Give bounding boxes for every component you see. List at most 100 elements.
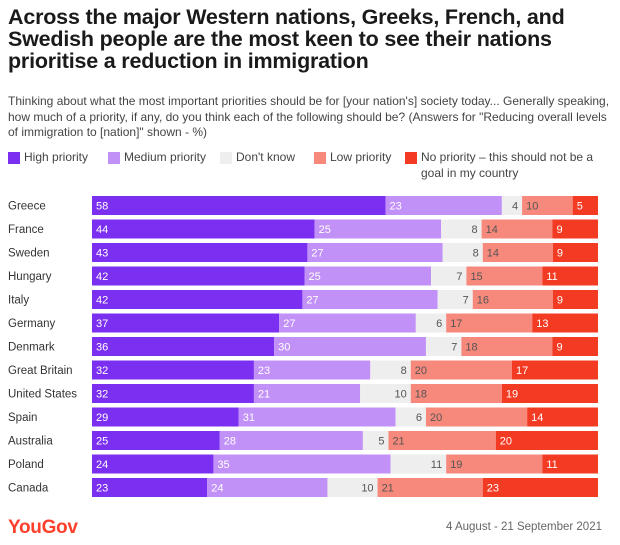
category-label-poland: Poland	[8, 459, 44, 471]
value-label-germany-none: 13	[536, 318, 548, 330]
bar-italy-none	[552, 290, 598, 309]
value-label-canada-medium: 24	[211, 483, 223, 495]
bar-france-none	[552, 219, 598, 239]
value-label-australia-low: 21	[392, 436, 404, 448]
value-label-sweden-dont-know: 8	[473, 248, 479, 260]
value-label-canada-high: 23	[96, 483, 108, 495]
value-label-denmark-medium: 30	[278, 342, 290, 354]
value-label-united-states-high: 32	[96, 389, 108, 401]
value-label-poland-high: 24	[96, 459, 108, 471]
legend-label-medium: Medium priority	[124, 150, 207, 164]
value-label-canada-none: 23	[487, 483, 499, 495]
bar-greece-low	[522, 196, 573, 215]
value-label-denmark-dont-know: 7	[451, 342, 457, 354]
value-label-australia-none: 20	[500, 436, 512, 448]
bar-spain-dont-know	[395, 407, 426, 427]
value-label-spain-high: 29	[96, 412, 108, 424]
bar-great-britain-medium	[253, 360, 371, 380]
bar-canada-high	[92, 478, 208, 497]
bar-united-states-none	[501, 384, 598, 403]
value-label-hungary-low: 15	[470, 271, 482, 283]
bar-united-states-dont-know	[360, 384, 411, 403]
value-label-greece-none: 5	[577, 201, 583, 213]
bar-canada-medium	[207, 478, 328, 497]
legend-label-high: High priority	[24, 150, 89, 164]
legend-swatch-medium	[108, 152, 120, 164]
bar-canada-dont-know	[327, 478, 378, 497]
bar-hungary-none	[542, 266, 598, 286]
bar-hungary-low	[466, 266, 543, 286]
value-label-denmark-high: 36	[96, 342, 108, 354]
bar-australia-dont-know	[362, 431, 389, 450]
value-label-australia-medium: 28	[224, 436, 236, 448]
value-label-poland-low: 19	[450, 459, 462, 471]
value-label-united-states-low: 18	[415, 389, 427, 401]
bar-france-high	[92, 219, 315, 239]
bar-italy-low	[472, 290, 553, 309]
bar-france-low	[481, 219, 553, 239]
bar-great-britain-low	[410, 360, 512, 380]
bar-greece-high	[92, 196, 386, 215]
value-label-united-states-medium: 21	[258, 389, 270, 401]
bar-denmark-medium	[274, 337, 426, 356]
category-label-australia: Australia	[8, 436, 53, 448]
value-label-hungary-dont-know: 7	[456, 271, 462, 283]
bar-united-states-medium	[253, 384, 361, 403]
bar-spain-low	[425, 407, 528, 427]
bar-sweden-medium	[307, 243, 443, 262]
value-label-germany-medium: 27	[283, 318, 295, 330]
value-label-germany-dont-know: 6	[436, 318, 442, 330]
legend-swatch-dont-know	[220, 152, 232, 164]
bar-australia-medium	[219, 431, 363, 450]
bar-great-britain-high	[92, 360, 254, 380]
value-label-france-dont-know: 8	[471, 224, 477, 236]
bar-sweden-high	[92, 243, 308, 262]
bar-greece-dont-know	[501, 196, 523, 215]
value-label-great-britain-none: 17	[516, 365, 528, 377]
value-label-hungary-high: 42	[96, 271, 108, 283]
value-label-spain-dont-know: 6	[416, 412, 422, 424]
bar-australia-none	[495, 431, 598, 450]
value-label-greece-dont-know: 4	[512, 201, 518, 213]
value-label-germany-high: 37	[96, 318, 108, 330]
bar-poland-high	[92, 454, 214, 474]
bar-canada-low	[377, 478, 483, 497]
value-label-united-states-dont-know: 10	[395, 389, 407, 401]
value-label-poland-dont-know: 11	[431, 459, 442, 471]
bar-canada-none	[482, 478, 598, 497]
bar-france-dont-know	[441, 219, 482, 239]
bar-poland-medium	[213, 454, 391, 474]
yougov-logo: YouGov	[8, 517, 78, 538]
bar-united-states-low	[410, 384, 502, 403]
value-label-sweden-low: 14	[487, 248, 499, 260]
bar-greece-medium	[385, 196, 502, 215]
value-label-canada-low: 21	[382, 483, 394, 495]
bar-australia-high	[92, 431, 220, 450]
category-label-spain: Spain	[8, 412, 37, 424]
legend-swatch-low	[314, 152, 326, 164]
value-label-greece-high: 58	[96, 201, 108, 213]
value-label-italy-dont-know: 7	[463, 295, 469, 307]
bar-spain-none	[527, 407, 598, 427]
chart-title: Across the major Western nations, Greeks…	[8, 5, 565, 73]
value-label-germany-low: 17	[450, 318, 462, 330]
category-label-italy: Italy	[8, 295, 29, 307]
bar-hungary-medium	[304, 266, 432, 286]
bar-france-medium	[314, 219, 442, 239]
category-label-hungary: Hungary	[8, 271, 52, 283]
value-label-australia-dont-know: 5	[378, 436, 384, 448]
bar-great-britain-none	[511, 360, 598, 380]
value-label-italy-medium: 27	[306, 295, 318, 307]
value-label-sweden-none: 9	[557, 248, 563, 260]
value-label-great-britain-low: 20	[415, 365, 427, 377]
category-label-sweden: Sweden	[8, 248, 50, 260]
legend-swatch-none	[405, 152, 417, 164]
bar-sweden-none	[552, 243, 598, 262]
bar-italy-medium	[302, 290, 438, 309]
chart-subtitle: Thinking about what the most important p…	[8, 94, 610, 139]
value-label-poland-none: 11	[546, 459, 557, 471]
bar-germany-none	[532, 313, 598, 333]
bar-poland-dont-know	[390, 454, 447, 474]
value-label-denmark-none: 9	[556, 342, 562, 354]
